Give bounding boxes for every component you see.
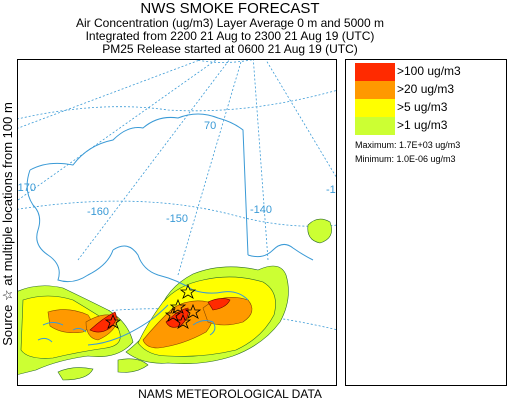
map-title: NWS SMOKE FORECAST bbox=[140, 0, 320, 17]
legend-label: >20 ug/m3 bbox=[397, 82, 455, 96]
lat-line-70 bbox=[18, 90, 336, 120]
lat-line-80 bbox=[195, 60, 253, 63]
meridian-m180 bbox=[18, 60, 201, 129]
meridian-m130 bbox=[265, 60, 336, 178]
lon-label-m130: -130 bbox=[326, 184, 336, 196]
legend-item-gt1: >1 ug/m3 bbox=[355, 117, 505, 135]
meridian-m150 bbox=[177, 60, 242, 276]
concentration-layer-line: Air Concentration (ug/m3) Layer Average … bbox=[76, 16, 384, 30]
lon-label-m160: -160 bbox=[87, 206, 109, 218]
legend-label: >5 ug/m3 bbox=[397, 100, 448, 114]
concentration-legend: >100 ug/m3 >20 ug/m3 >5 ug/m3 >1 ug/m3 M… bbox=[345, 59, 507, 386]
minimum-value: Minimum: 1.0E-06 ug/m3 bbox=[355, 154, 456, 164]
maximum-value: Maximum: 1.7E+03 ug/m3 bbox=[355, 140, 461, 150]
legend-item-gt20: >20 ug/m3 bbox=[355, 81, 505, 99]
map-canvas: -170 -160 -150 -140 -130 70 60 bbox=[18, 60, 336, 381]
lon-label-m150: -150 bbox=[166, 213, 188, 225]
meridian-m140 bbox=[252, 60, 269, 261]
data-source-footer: NAMS METEOROLOGICAL DATA bbox=[138, 387, 322, 401]
source-star-markers bbox=[104, 283, 202, 329]
legend-swatch bbox=[355, 81, 395, 99]
source-location-label: Source ☆ at multiple locations from 100 … bbox=[0, 60, 16, 388]
meridian-m160 bbox=[77, 60, 230, 261]
lon-label-m140: -140 bbox=[250, 204, 272, 216]
integration-period-line: Integrated from 2200 21 Aug to 2300 21 A… bbox=[85, 29, 375, 43]
legend-item-gt5: >5 ug/m3 bbox=[355, 99, 505, 117]
lat-label-70: 70 bbox=[204, 120, 216, 132]
lat-line-60 bbox=[18, 200, 336, 227]
release-info-line: PM25 Release started at 0600 21 Aug 19 (… bbox=[102, 42, 358, 56]
legend-label: >100 ug/m3 bbox=[397, 64, 461, 78]
meridian-m170 bbox=[18, 60, 217, 201]
legend-swatch bbox=[355, 117, 395, 135]
smoke-forecast-map: -170 -160 -150 -140 -130 70 60 bbox=[17, 59, 337, 386]
legend-item-gt100: >100 ug/m3 bbox=[355, 63, 505, 81]
coastline bbox=[26, 113, 314, 346]
legend-swatch bbox=[355, 63, 395, 81]
legend-label: >1 ug/m3 bbox=[397, 118, 448, 132]
legend-swatch bbox=[355, 99, 395, 117]
source-location-text: Source ☆ at multiple locations from 100 … bbox=[0, 102, 15, 346]
